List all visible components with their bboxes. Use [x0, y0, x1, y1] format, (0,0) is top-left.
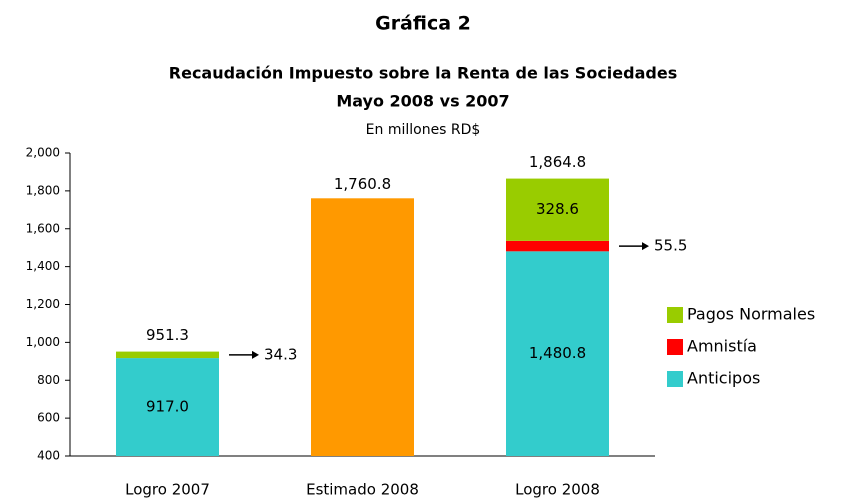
- value-label: 1,480.8: [529, 344, 586, 362]
- legend-label: Anticipos: [687, 369, 760, 388]
- chart-title: Gráfica 2: [375, 13, 471, 35]
- total-label: 1,864.8: [529, 153, 586, 171]
- bar-segment: [116, 358, 219, 456]
- x-tick-label: Logro 2008: [515, 481, 600, 499]
- legend-label: Pagos Normales: [687, 305, 815, 324]
- y-tick-label: 400: [37, 449, 60, 463]
- bar-segment: [506, 240, 609, 252]
- legend-label: Amnistía: [687, 337, 757, 356]
- value-label: 328.6: [536, 200, 579, 218]
- value-label: 1,760.8: [334, 175, 391, 193]
- y-tick-label: 1,400: [26, 259, 60, 273]
- bar-segment: [506, 178, 609, 241]
- y-tick-label: 1,200: [26, 297, 60, 311]
- arrow-head: [642, 242, 649, 251]
- y-tick-label: 1,000: [26, 335, 60, 349]
- y-tick-label: 1,600: [26, 221, 60, 235]
- unit-label: En millones RD$: [366, 122, 481, 138]
- arrow-head: [252, 350, 259, 359]
- bar-segment: [311, 198, 414, 456]
- chart-subtitle: Mayo 2008 vs 2007: [336, 92, 509, 111]
- value-label: 55.5: [654, 237, 687, 255]
- bar-segment: [506, 251, 609, 456]
- y-tick-label: 600: [37, 411, 60, 425]
- chart-subtitle: Recaudación Impuesto sobre la Renta de l…: [169, 64, 677, 83]
- y-tick-label: 800: [37, 373, 60, 387]
- bar-segment: [116, 351, 219, 359]
- y-tick-label: 2,000: [26, 146, 60, 160]
- y-tick-label: 1,800: [26, 183, 60, 197]
- legend-swatch: [667, 307, 683, 323]
- x-tick-label: Estimado 2008: [306, 481, 419, 499]
- legend-swatch: [667, 371, 683, 387]
- legend-swatch: [667, 339, 683, 355]
- value-label: 34.3: [264, 345, 297, 363]
- x-tick-label: Logro 2007: [125, 481, 210, 499]
- value-label: 917.0: [146, 398, 189, 416]
- total-label: 951.3: [146, 326, 189, 344]
